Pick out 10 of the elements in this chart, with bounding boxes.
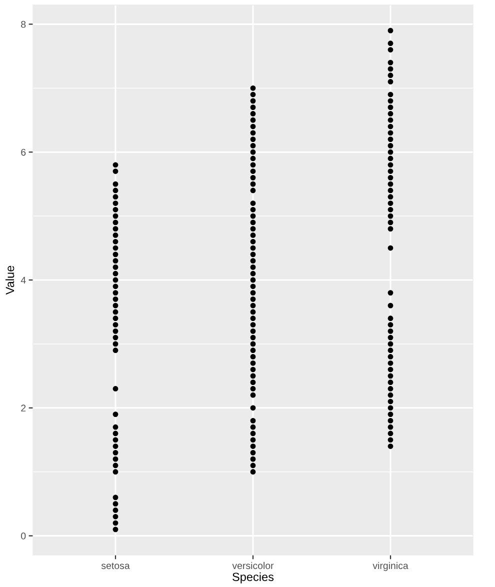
y-tick-label: 4 (20, 276, 26, 284)
x-tick-label: virginica (372, 562, 408, 572)
x-tick-label: setosa (101, 562, 130, 570)
y-tick-label: 2 (21, 404, 26, 412)
y-axis-title: Value (5, 266, 14, 295)
y-tick-label: 6 (21, 148, 26, 156)
y-tick-label: 8 (21, 20, 26, 28)
x-axis-title: Species (232, 572, 274, 584)
x-tick-label: versicolor (232, 562, 274, 570)
y-tick-label: 0 (21, 532, 26, 540)
